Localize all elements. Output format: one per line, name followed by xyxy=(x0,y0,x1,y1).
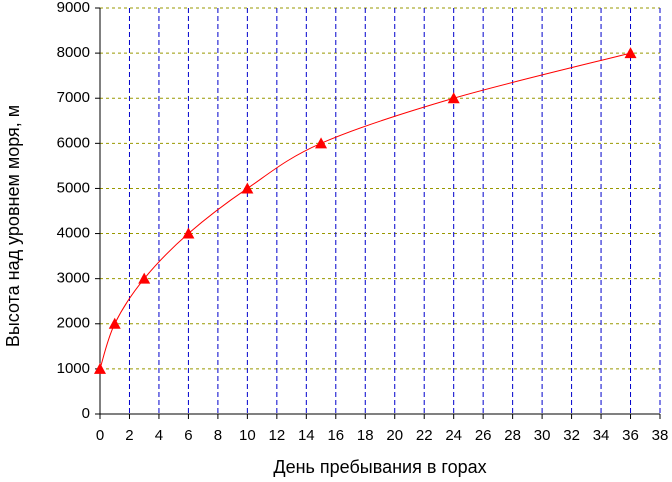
x-tick-label: 2 xyxy=(125,427,133,444)
y-tick-label: 2000 xyxy=(57,315,90,332)
x-tick-label: 0 xyxy=(96,427,104,444)
y-tick-label: 7000 xyxy=(57,89,90,106)
x-tick-label: 8 xyxy=(214,427,222,444)
x-tick-label: 12 xyxy=(268,427,285,444)
data-point xyxy=(315,137,328,149)
data-point xyxy=(241,182,254,194)
x-tick-label: 34 xyxy=(593,427,610,444)
x-tick-label: 28 xyxy=(504,427,521,444)
x-tick-label: 4 xyxy=(155,427,163,444)
data-point xyxy=(447,92,460,104)
y-tick-label: 4000 xyxy=(57,225,90,242)
y-tick-label: 8000 xyxy=(57,44,90,61)
data-point xyxy=(624,47,637,59)
x-tick-label: 30 xyxy=(534,427,551,444)
x-tick-label: 20 xyxy=(386,427,403,444)
data-point xyxy=(138,272,151,284)
x-tick-label: 16 xyxy=(327,427,344,444)
y-axis-label: Высота над уровнем моря, м xyxy=(3,105,23,347)
x-tick-label: 38 xyxy=(652,427,669,444)
y-tick-label: 6000 xyxy=(57,134,90,151)
x-tick-label: 24 xyxy=(445,427,462,444)
x-tick-label: 32 xyxy=(563,427,580,444)
y-tick-label: 3000 xyxy=(57,270,90,287)
x-tick-label: 26 xyxy=(475,427,492,444)
data-point xyxy=(182,227,195,239)
x-tick-label: 36 xyxy=(622,427,639,444)
y-tick-label: 9000 xyxy=(57,0,90,16)
x-tick-label: 18 xyxy=(357,427,374,444)
x-axis-label: День пребывания в горах xyxy=(273,457,486,477)
data-point xyxy=(108,317,121,329)
y-tick-label: 1000 xyxy=(57,360,90,377)
data-point xyxy=(94,362,106,374)
y-tick-label: 0 xyxy=(82,405,90,422)
x-tick-label: 14 xyxy=(298,427,315,444)
y-tick-label: 5000 xyxy=(57,179,90,196)
x-tick-label: 10 xyxy=(239,427,256,444)
x-tick-label: 22 xyxy=(416,427,433,444)
x-tick-label: 6 xyxy=(184,427,192,444)
